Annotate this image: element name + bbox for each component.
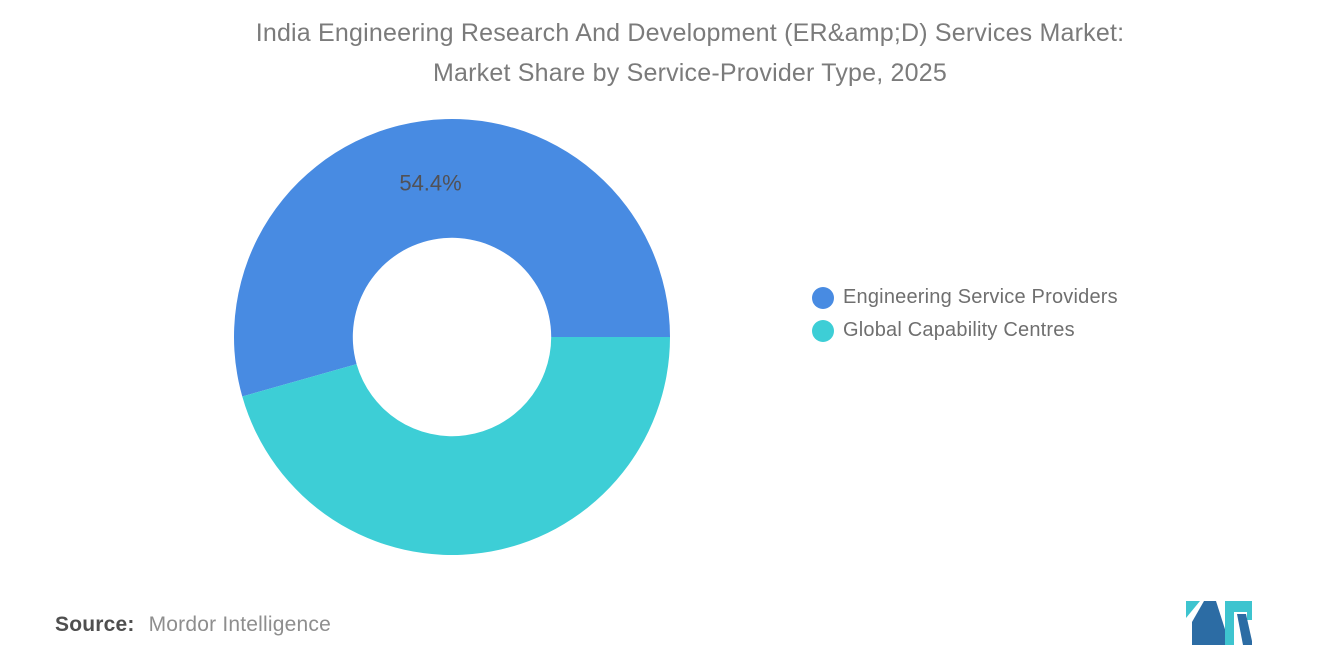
logo-teal-arch: [1225, 601, 1252, 645]
donut-slice-engineering-service-providers[interactable]: [233, 118, 670, 397]
source-line: Source: Mordor Intelligence: [55, 613, 331, 637]
legend-marker-icon: [812, 286, 834, 309]
source-value: Mordor Intelligence: [148, 613, 331, 636]
donut-chart: 54.4%: [233, 118, 671, 555]
chart-title-line1: India Engineering Research And Developme…: [255, 19, 1125, 47]
logo-teal-triangle: [1186, 601, 1200, 618]
legend-item-global-capability-centres[interactable]: Global Capability Centres: [812, 314, 1118, 347]
legend-marker-icon: [812, 319, 834, 342]
legend-item-engineering-service-providers[interactable]: Engineering Service Providers: [812, 281, 1118, 314]
chart-title: India Engineering Research And Developme…: [60, 13, 1320, 93]
mordor-intelligence-logo: [1186, 601, 1252, 645]
chart-title-line2: Market Share by Service-Provider Type, 2…: [433, 59, 947, 87]
legend-label-engineering-service-providers: Engineering Service Providers: [843, 286, 1118, 308]
donut-slice-global-capability-centres[interactable]: [242, 337, 671, 555]
source-label: Source:: [55, 613, 135, 636]
logo-blue-right-stroke: [1237, 614, 1252, 645]
logo-blue-left-stroke: [1192, 601, 1230, 645]
legend: Engineering Service Providers Global Cap…: [812, 281, 1118, 347]
legend-label-global-capability-centres: Global Capability Centres: [843, 319, 1075, 341]
slice-data-label: 54.4%: [399, 171, 461, 196]
